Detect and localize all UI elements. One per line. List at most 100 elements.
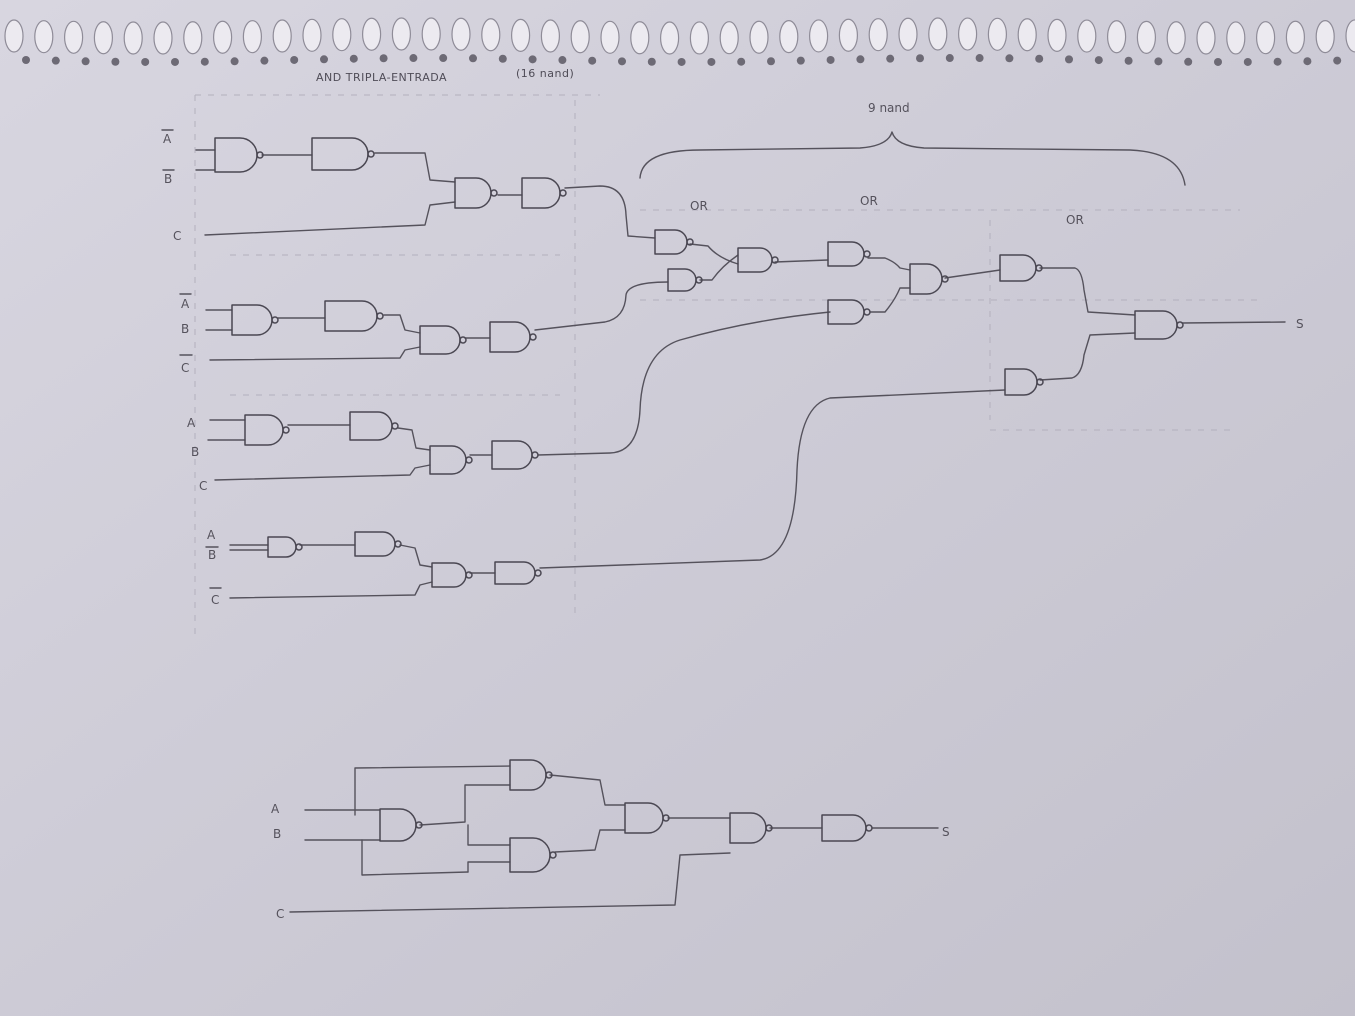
spiral-hole (647, 57, 656, 66)
input-b-row4: B (208, 548, 216, 562)
spiral-hole (230, 57, 239, 66)
nand-bubble-6 (376, 312, 384, 320)
spiral-binding (4, 17, 1355, 66)
nand-bubble-30 (765, 824, 773, 832)
nand-bubble-15 (465, 571, 473, 579)
spiral-hole (1035, 54, 1044, 63)
spiral-hole (81, 57, 90, 66)
spiral-ring (510, 18, 531, 52)
spiral-hole (349, 54, 358, 63)
spiral-hole (677, 57, 686, 66)
spiral-hole (22, 56, 30, 64)
spiral-ring (898, 17, 918, 51)
nand-bubble-2 (367, 150, 375, 158)
nand-bubble-31 (865, 824, 873, 832)
spiral-ring (332, 18, 352, 52)
input-a-row4: A (207, 528, 216, 542)
spiral-ring (600, 20, 620, 54)
spiral-hole (111, 57, 120, 66)
spiral-ring (4, 19, 24, 53)
nand-bubble-13 (295, 543, 303, 551)
nand-bubble-3 (490, 189, 498, 197)
spiral-ring (1106, 20, 1127, 54)
spiral-ring (1345, 19, 1355, 53)
spiral-hole (737, 57, 746, 66)
spiral-ring (183, 21, 203, 55)
input-b-row3: B (191, 445, 199, 459)
spiral-ring (451, 17, 471, 51)
spiral-hole (796, 56, 805, 65)
spiral-ring (123, 21, 143, 55)
spiral-hole (767, 57, 775, 66)
spiral-hole (1273, 57, 1282, 66)
input-b-bottom: B (273, 827, 281, 841)
nand-bubble-24 (1036, 378, 1044, 386)
spiral-ring (153, 21, 173, 55)
brace-label: 9 nand (868, 101, 910, 115)
nand-bubble-1 (256, 151, 264, 159)
nand-bubble-23 (1035, 264, 1043, 272)
or-label-2: OR (860, 194, 878, 208)
nand-bubble-25 (1176, 321, 1184, 329)
spiral-hole (975, 54, 984, 63)
nand-bubble-7 (459, 336, 467, 344)
nand-bubble-19 (771, 256, 779, 264)
spiral-ring (689, 21, 710, 55)
input-a-row1: A (163, 132, 172, 146)
output-s-bottom: S (942, 825, 950, 839)
nand-bubble-17 (686, 238, 694, 246)
spiral-hole (141, 57, 150, 66)
spiral-ring (1255, 21, 1276, 55)
spiral-ring (362, 17, 382, 51)
spiral-hole (409, 54, 418, 63)
diagram-title: AND TRIPLA-ENTRADA (316, 71, 447, 84)
spiral-hole (618, 57, 626, 66)
nand-bubble-16 (534, 569, 542, 577)
spiral-ring (213, 20, 233, 54)
nand-bubble-9 (282, 426, 290, 434)
spiral-hole (51, 56, 60, 65)
spiral-hole (1333, 56, 1342, 65)
nand-bubble-11 (465, 456, 473, 464)
spiral-hole (588, 56, 597, 65)
spiral-ring (928, 17, 948, 51)
spiral-ring (838, 18, 859, 52)
or-label-1: OR (690, 199, 708, 213)
input-c-bottom: C (276, 907, 284, 921)
spiral-ring (421, 17, 441, 51)
nand-bubble-29 (662, 814, 670, 822)
nand-bubble-14 (394, 540, 402, 548)
spiral-ring (779, 20, 799, 54)
input-c-row3: C (199, 479, 207, 493)
wires (195, 149, 1286, 913)
spiral-ring (719, 21, 739, 55)
spiral-hole (916, 54, 924, 63)
input-c-row1: C (173, 229, 181, 243)
nand-bubble-5 (271, 316, 279, 324)
output-s-main: S (1296, 317, 1304, 331)
spiral-hole (290, 55, 299, 64)
spiral-ring (481, 18, 501, 52)
spiral-ring (808, 19, 829, 53)
spiral-hole (1094, 56, 1103, 65)
spiral-ring (630, 21, 650, 55)
input-a-row3: A (187, 416, 196, 430)
spiral-ring (63, 20, 84, 54)
spiral-hole (528, 55, 537, 64)
spiral-ring (868, 18, 888, 52)
spiral-hole (1124, 56, 1133, 65)
spiral-hole (558, 56, 567, 65)
nand-bubble-22 (941, 275, 949, 283)
nand-bubble-28 (549, 851, 557, 859)
nand-bubble-21 (863, 308, 871, 316)
diagram-title-note: (16 nand) (516, 67, 574, 80)
spiral-hole (498, 54, 507, 63)
spiral-hole (1303, 57, 1312, 66)
nand-gates (214, 137, 1184, 873)
spiral-hole (439, 54, 448, 63)
spiral-hole (171, 57, 179, 66)
spiral-ring (272, 19, 292, 53)
spiral-ring (659, 21, 680, 55)
